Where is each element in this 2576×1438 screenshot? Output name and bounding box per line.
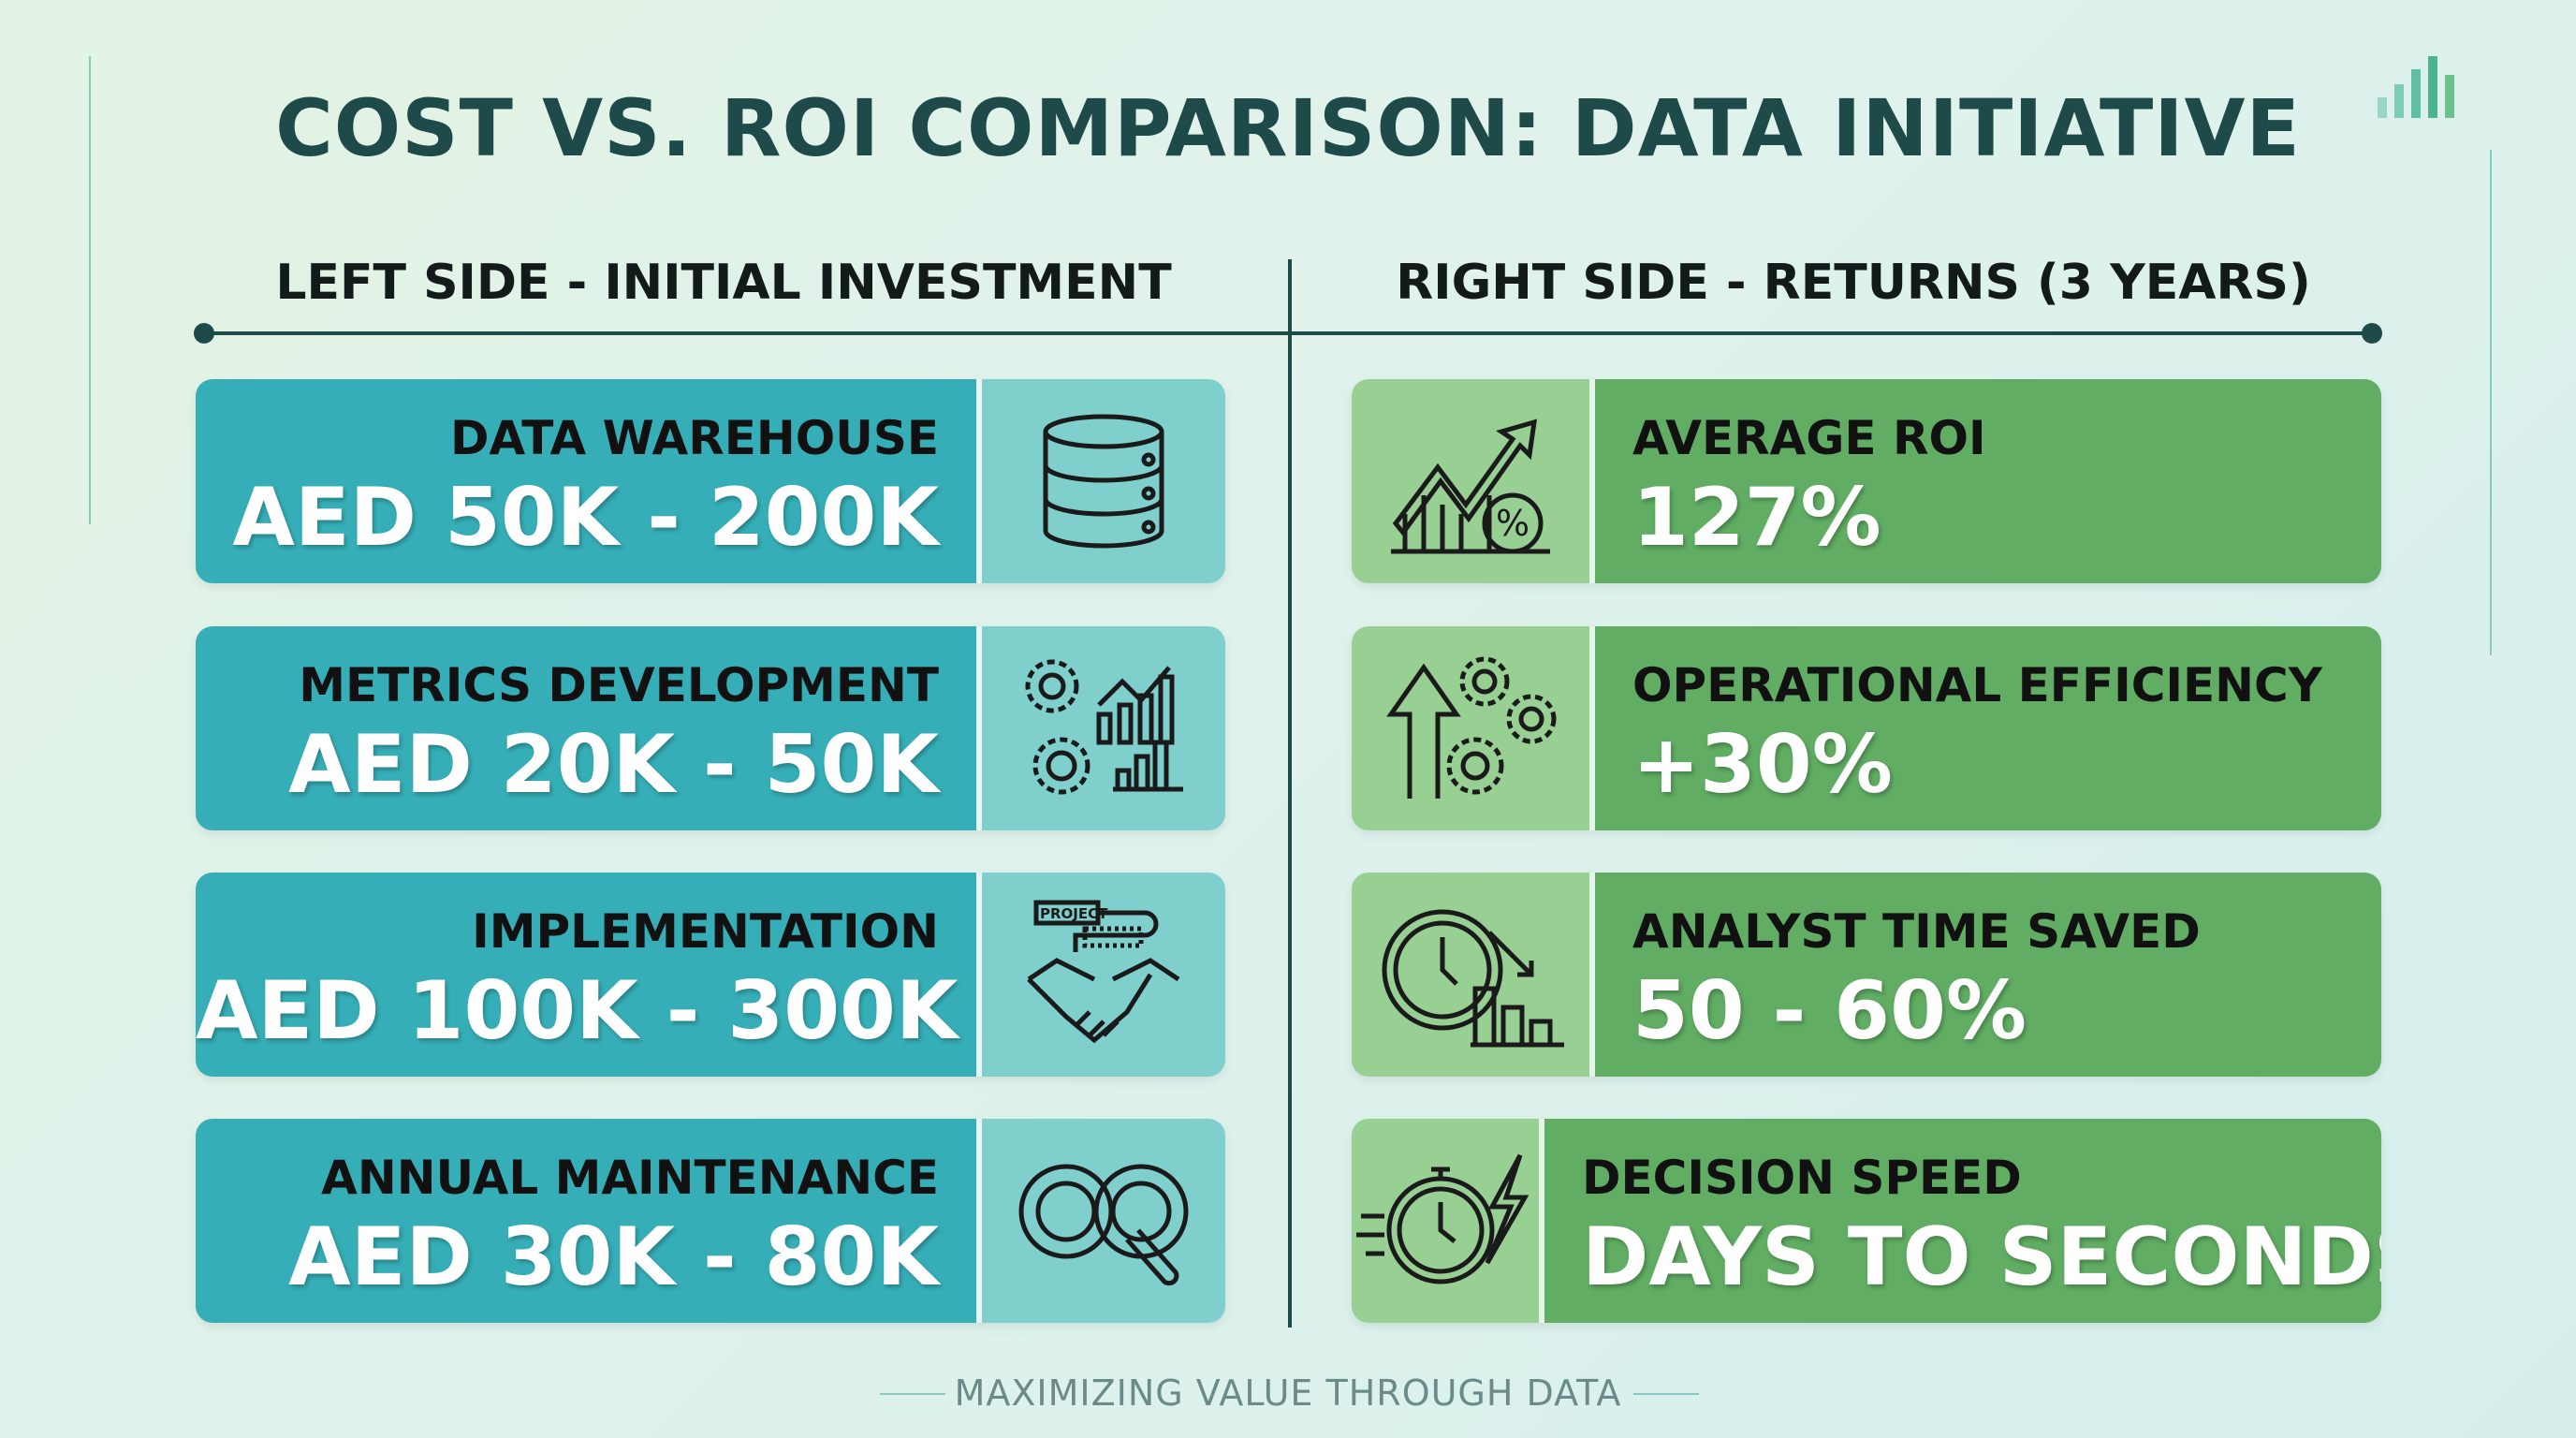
decor-line <box>89 56 91 524</box>
handshake-project-icon: PROJECT <box>976 873 1225 1077</box>
left-header: LEFT SIDE - INITIAL INVESTMENT <box>275 255 1172 311</box>
project-tag: PROJECT <box>1040 905 1108 922</box>
page-title: COST VS. ROI COMPARISON: DATA INITIATIVE <box>275 82 2301 174</box>
cost-value: AED 30K - 80K <box>288 1211 939 1304</box>
return-label: DECISION SPEED <box>1582 1151 2022 1205</box>
divider-dot <box>2362 323 2382 344</box>
cost-label: DATA WAREHOUSE <box>449 411 939 465</box>
return-card-analyst-time-saved: ANALYST TIME SAVED 50 - 60% <box>1352 873 2381 1077</box>
arrow-up-gears-icon <box>1352 626 1595 830</box>
bar-chart-logo-icon <box>2378 56 2454 118</box>
center-divider <box>1288 259 1292 1328</box>
cost-card-data-warehouse: DATA WAREHOUSE AED 50K - 200K <box>196 379 1225 583</box>
database-icon <box>976 379 1225 583</box>
decor-line <box>2490 150 2492 655</box>
return-label: AVERAGE ROI <box>1632 411 1986 465</box>
return-value: DAYS TO SECONDS <box>1582 1211 2381 1304</box>
growth-chart-percent-icon: % <box>1352 379 1595 583</box>
divider-dot <box>194 323 214 344</box>
stopwatch-lightning-icon <box>1352 1119 1544 1323</box>
cost-value: AED 100K - 300K <box>196 964 959 1058</box>
return-label: ANALYST TIME SAVED <box>1632 904 2201 959</box>
cost-card-implementation: IMPLEMENTATION AED 100K - 300K PROJECT <box>196 873 1225 1077</box>
footer-line <box>880 1393 945 1395</box>
return-card-operational-efficiency: OPERATIONAL EFFICIENCY +30% <box>1352 626 2381 830</box>
cost-label: METRICS DEVELOPMENT <box>299 658 939 712</box>
return-card-decision-speed: DECISION SPEED DAYS TO SECONDS <box>1352 1119 2381 1323</box>
return-value: +30% <box>1632 718 1893 812</box>
cost-value: AED 50K - 200K <box>232 471 939 565</box>
return-value: 50 - 60% <box>1632 964 2027 1058</box>
cost-card-metrics-development: METRICS DEVELOPMENT AED 20K - 50K <box>196 626 1225 830</box>
return-label: OPERATIONAL EFFICIENCY <box>1632 658 2322 712</box>
cost-value: AED 20K - 50K <box>288 718 939 812</box>
svg-text:%: % <box>1496 503 1530 544</box>
cost-label: IMPLEMENTATION <box>472 904 939 959</box>
maintenance-loop-wrench-icon <box>976 1119 1225 1323</box>
right-header: RIGHT SIDE - RETURNS (3 YEARS) <box>1396 255 2311 311</box>
footer-line <box>1633 1393 1699 1395</box>
cost-card-annual-maintenance: ANNUAL MAINTENANCE AED 30K - 80K <box>196 1119 1225 1323</box>
return-card-average-roi: % AVERAGE ROI 127% <box>1352 379 2381 583</box>
cost-label: ANNUAL MAINTENANCE <box>321 1151 939 1205</box>
return-value: 127% <box>1632 471 1881 565</box>
gears-chart-icon <box>976 626 1225 830</box>
footer-tagline: MAXIMIZING VALUE THROUGH DATA <box>954 1372 1622 1414</box>
clock-bars-down-icon <box>1352 873 1595 1077</box>
